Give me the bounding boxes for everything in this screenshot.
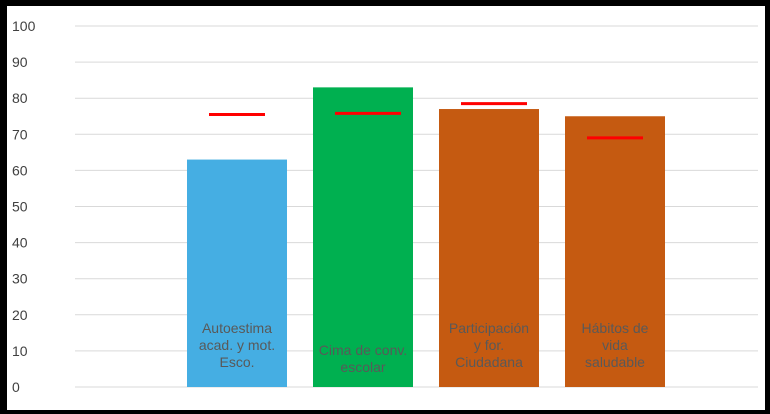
category-label-3-line-1: vida	[602, 337, 628, 353]
reference-markers	[209, 102, 643, 140]
y-tick-label-30: 30	[12, 271, 28, 287]
y-tick-label-10: 10	[12, 343, 28, 359]
category-label-3: Hábitos de vida saludable	[582, 320, 649, 370]
category-label-3-line-0: Hábitos de	[582, 320, 649, 336]
category-label-0: Autoestima acad. y mot. Esco.	[199, 320, 275, 370]
y-tick-label-50: 50	[12, 199, 28, 215]
category-label-0-line-2: Esco.	[219, 354, 254, 370]
y-tick-label-80: 80	[12, 90, 28, 106]
category-label-1: Cima de conv. escolar	[319, 342, 407, 375]
y-tick-label-0: 0	[12, 379, 20, 395]
category-label-2-line-1: y for.	[474, 337, 504, 353]
bar-1	[313, 87, 413, 388]
y-tick-label-60: 60	[12, 162, 28, 178]
y-tick-label-40: 40	[12, 235, 28, 251]
category-label-3-line-2: saludable	[585, 354, 645, 370]
category-label-2-line-2: Ciudadana	[455, 354, 523, 370]
y-tick-label-70: 70	[12, 126, 28, 142]
category-label-2: Participación y for. Ciudadana	[449, 320, 529, 370]
category-labels: Autoestima acad. y mot. Esco. Cima de conv.…	[199, 320, 649, 375]
bar-2	[439, 109, 539, 387]
y-tick-label-100: 100	[12, 18, 36, 34]
category-label-2-line-0: Participación	[449, 320, 529, 336]
y-axis-ticks: 0 10 20 30 40 50 60 70 80 90 100	[12, 18, 36, 395]
category-label-0-line-0: Autoestima	[202, 320, 272, 336]
category-label-1-line-0: Cima de conv.	[319, 342, 407, 358]
bar-0	[187, 159, 287, 387]
category-label-0-line-1: acad. y mot.	[199, 337, 275, 353]
category-label-1-line-1: escolar	[340, 359, 385, 375]
bar-3	[565, 116, 665, 387]
y-tick-label-90: 90	[12, 54, 28, 70]
bars	[187, 87, 665, 388]
y-tick-label-20: 20	[12, 307, 28, 323]
